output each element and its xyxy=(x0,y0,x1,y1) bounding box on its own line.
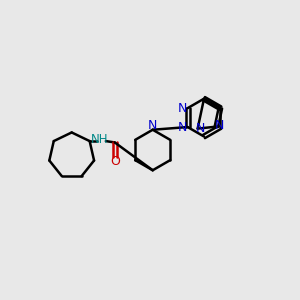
Text: N: N xyxy=(215,119,224,132)
Text: NH: NH xyxy=(91,133,109,146)
Text: N: N xyxy=(178,121,188,134)
Text: N: N xyxy=(148,119,158,132)
Text: N: N xyxy=(178,102,188,115)
Text: O: O xyxy=(110,155,120,168)
Text: N: N xyxy=(196,122,206,135)
